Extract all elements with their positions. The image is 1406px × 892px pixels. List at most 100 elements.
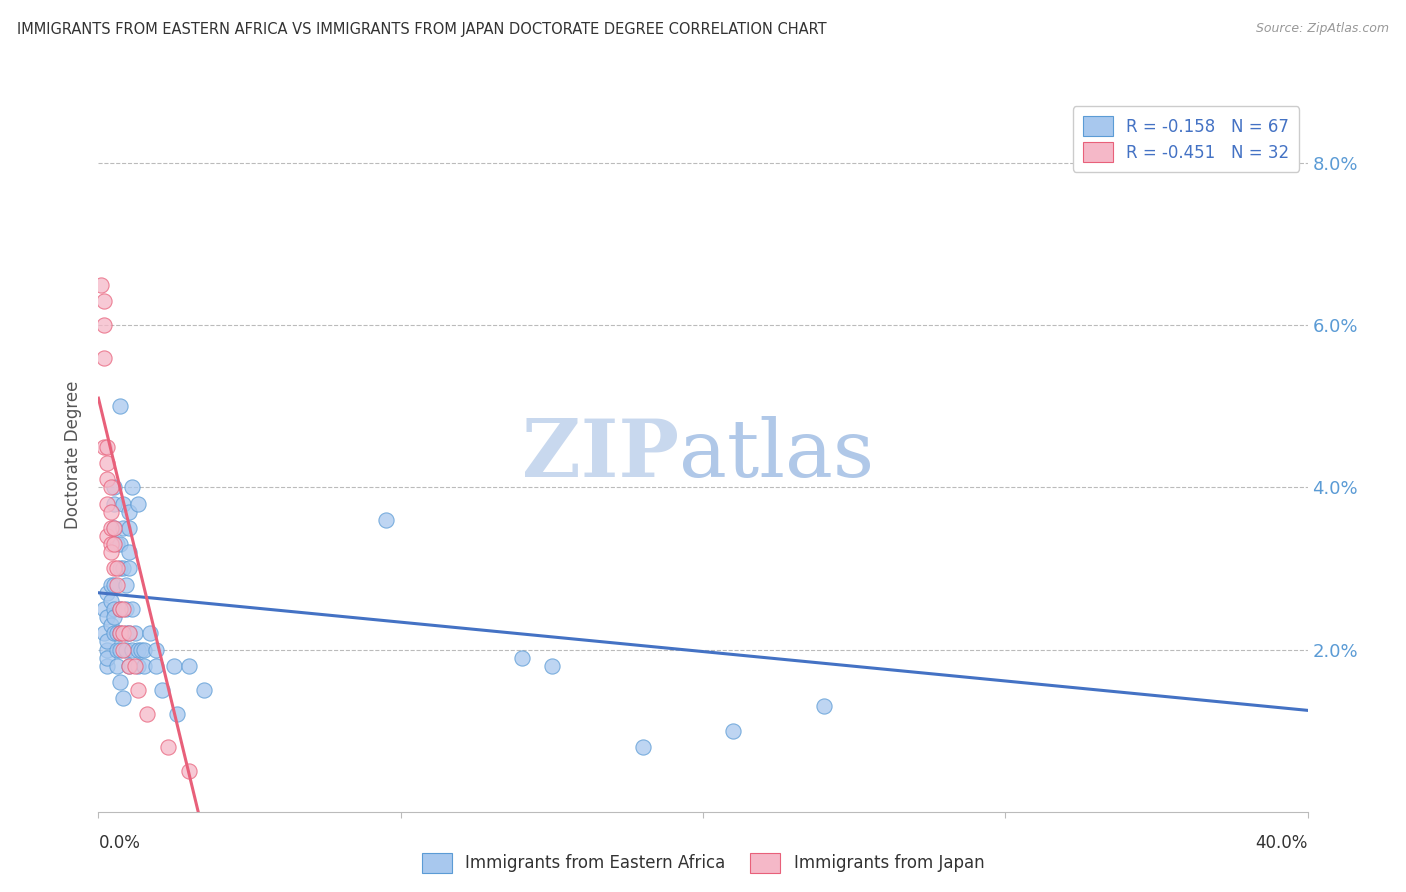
Point [118,561,141,575]
Point [114,626,136,640]
Point [139,626,162,640]
Point [631,739,654,754]
Point [103,577,125,591]
Point [105,537,128,551]
Point [145,642,167,657]
Point [135,707,157,722]
Point [93,626,115,640]
Point [93,440,115,454]
Text: 40.0%: 40.0% [1256,834,1308,852]
Text: IMMIGRANTS FROM EASTERN AFRICA VS IMMIGRANTS FROM JAPAN DOCTORATE DEGREE CORRELA: IMMIGRANTS FROM EASTERN AFRICA VS IMMIGR… [17,22,827,37]
Point [540,658,562,673]
Text: ZIP: ZIP [522,416,679,494]
Point [108,675,131,690]
Point [103,480,125,494]
Point [163,658,186,673]
Point [145,658,167,673]
Point [93,293,115,308]
Point [111,602,134,616]
Point [90,277,112,292]
Text: atlas: atlas [679,416,875,494]
Point [108,626,131,640]
Point [103,626,125,640]
Point [121,642,143,657]
Point [100,594,122,608]
Point [96,650,118,665]
Point [103,537,125,551]
Y-axis label: Doctorate Degree: Doctorate Degree [65,381,83,529]
Point [111,561,134,575]
Point [96,642,118,657]
Point [105,658,128,673]
Point [127,683,149,698]
Point [132,658,155,673]
Point [105,561,128,575]
Text: Source: ZipAtlas.com: Source: ZipAtlas.com [1256,22,1389,36]
Point [96,456,118,470]
Point [150,683,173,698]
Point [96,440,118,454]
Point [100,618,122,632]
Point [93,351,115,365]
Point [118,658,141,673]
Point [111,691,134,706]
Point [96,529,118,543]
Point [118,626,141,640]
Point [108,602,131,616]
Point [179,764,201,779]
Point [723,723,745,738]
Point [100,537,122,551]
Legend: Immigrants from Eastern Africa, Immigrants from Japan: Immigrants from Eastern Africa, Immigran… [415,847,991,880]
Point [813,699,835,714]
Point [100,521,122,535]
Point [105,626,128,640]
Point [100,505,122,519]
Point [118,626,141,640]
Point [111,497,134,511]
Point [179,658,201,673]
Point [121,480,143,494]
Point [105,642,128,657]
Point [132,642,155,657]
Point [108,626,131,640]
Point [114,577,136,591]
Point [114,602,136,616]
Point [103,561,125,575]
Point [103,497,125,511]
Point [111,626,134,640]
Point [127,658,149,673]
Point [118,505,141,519]
Point [121,602,143,616]
Point [96,497,118,511]
Point [374,513,396,527]
Point [108,537,131,551]
Point [93,602,115,616]
Point [156,739,179,754]
Point [103,602,125,616]
Point [108,602,131,616]
Point [124,626,146,640]
Point [103,521,125,535]
Point [103,610,125,624]
Point [124,658,146,673]
Point [105,577,128,591]
Point [118,521,141,535]
Point [111,642,134,657]
Point [127,642,149,657]
Point [96,658,118,673]
Point [108,399,131,413]
Point [93,318,115,333]
Point [510,650,533,665]
Point [166,707,188,722]
Point [127,497,149,511]
Text: 0.0%: 0.0% [98,834,141,852]
Point [100,577,122,591]
Legend: R = -0.158   N = 67, R = -0.451   N = 32: R = -0.158 N = 67, R = -0.451 N = 32 [1073,106,1299,171]
Point [100,545,122,559]
Point [108,561,131,575]
Point [96,472,118,486]
Point [118,545,141,559]
Point [114,642,136,657]
Point [100,480,122,494]
Point [111,521,134,535]
